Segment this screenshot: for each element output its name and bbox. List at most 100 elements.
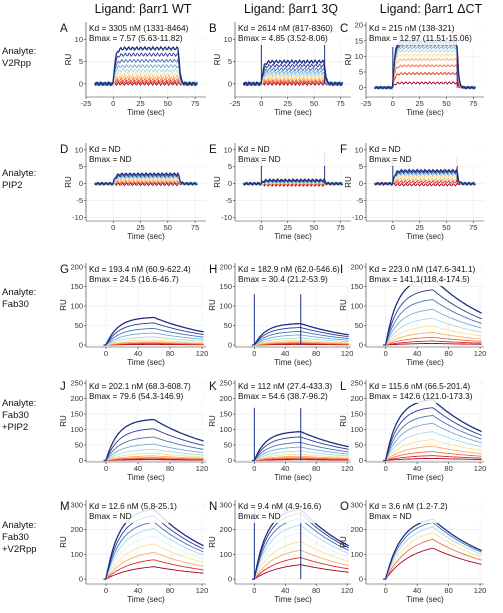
y-tick-label: 5: [359, 162, 363, 171]
panel-a: -25 0 25 50 75 0 5 10 Time (sec) RU A Kd = 3305 nM …: [60, 22, 206, 117]
x-tick-label: 80: [312, 349, 320, 358]
x-tick-label: 80: [312, 586, 320, 595]
x-tick-label: 25: [284, 223, 292, 232]
x-tick-label: 75: [469, 99, 477, 108]
x-tick-label: 120: [474, 586, 487, 595]
x-tick-label: 40: [413, 464, 421, 473]
x-tick-label: 40: [281, 464, 289, 473]
y-tick-label: 150: [70, 282, 83, 291]
x-tick-label: 50: [310, 223, 318, 232]
annotation-text: Kd = 115.6 nM (66.5-201.4): [369, 381, 470, 391]
annotation-text: Kd = 9.4 nM (4.9-16.6): [238, 501, 321, 511]
y-tick-label: 0: [359, 575, 363, 584]
x-tick-label: 80: [166, 464, 174, 473]
annotation-box: [87, 23, 203, 45]
series-line: [383, 431, 482, 461]
x-tick-label: 40: [281, 349, 289, 358]
y-tick-label: 100: [350, 425, 363, 434]
row-label-line: +V2Rpp: [2, 544, 37, 555]
y-tick-label: 5: [228, 57, 232, 66]
x-tick-label: 120: [341, 586, 354, 595]
x-axis-title: Time (sec): [127, 358, 165, 367]
y-tick-label: 100: [350, 550, 363, 559]
y-tick-label: 10: [224, 145, 232, 154]
y-axis-title: RU: [59, 536, 68, 548]
series-line: [103, 316, 204, 346]
series-line: [103, 322, 204, 346]
x-tick-label: -25: [81, 99, 92, 108]
x-tick-label: 80: [166, 586, 174, 595]
x-tick-label: 0: [104, 349, 108, 358]
y-tick-label: 100: [219, 550, 232, 559]
y-tick-label: 150: [219, 410, 232, 419]
panel-letter: L: [340, 381, 347, 393]
y-tick-label: 0: [228, 79, 232, 88]
row-label-line: Analyte:: [2, 168, 37, 179]
x-axis-title: Time (sec): [274, 595, 312, 604]
y-tick-label: 150: [350, 282, 363, 291]
y-tick-label: 150: [219, 282, 232, 291]
y-tick-label: 0: [228, 456, 232, 465]
series-line: [103, 459, 204, 461]
x-tick-label: 40: [134, 349, 142, 358]
panel-letter: D: [60, 144, 68, 156]
panel-d: 0 25 50 75 -10 -5 0 5 10 Time (sec) RU D Kd = NDBmax…: [60, 143, 206, 241]
annotation-text: Bmax = 12.97 (11.51-15.06): [369, 33, 472, 43]
series-line: [103, 448, 204, 461]
x-tick-label: 50: [164, 223, 172, 232]
series-line: [242, 58, 344, 87]
x-tick-label: 80: [444, 586, 452, 595]
y-tick-label: -10: [352, 213, 363, 222]
y-tick-label: 200: [350, 262, 363, 271]
x-tick-label: 75: [191, 223, 199, 232]
x-tick-label: 80: [444, 464, 452, 473]
y-tick-label: 50: [355, 321, 363, 330]
x-tick-label: 75: [336, 99, 344, 108]
y-tick-label: 50: [355, 440, 363, 449]
y-tick-label: 50: [75, 321, 83, 330]
x-tick-label: -25: [230, 99, 241, 108]
x-tick-label: 25: [284, 99, 292, 108]
series-line: [383, 532, 482, 580]
y-tick-label: 50: [224, 321, 232, 330]
annotation-text: Kd = 215 nM (138-321): [369, 23, 455, 33]
x-axis-title: Time (sec): [406, 595, 444, 604]
y-axis-title: RU: [339, 415, 348, 427]
x-tick-label: 40: [134, 586, 142, 595]
series-line: [103, 327, 204, 346]
annotation-text: Bmax = ND: [238, 154, 281, 164]
series-line: [383, 439, 482, 461]
y-tick-label: 100: [350, 301, 363, 310]
x-axis-title: Time (sec): [274, 473, 312, 482]
series-line: [243, 63, 344, 87]
series-line: [103, 418, 204, 462]
series-line: [383, 422, 482, 461]
y-tick-label: 200: [350, 394, 363, 403]
x-axis-title: Time (sec): [406, 473, 444, 482]
x-tick-label: 0: [252, 464, 256, 473]
row-label-line: Analyte:: [2, 520, 37, 531]
series-line: [103, 566, 204, 580]
x-tick-label: 120: [341, 349, 354, 358]
annotation-box: [367, 23, 481, 45]
y-tick-label: 100: [70, 550, 83, 559]
annotation-text: Bmax = 7.57 (5.63-11.82): [89, 33, 183, 43]
x-axis-title: Time (sec): [127, 108, 165, 117]
row-label-line: Fab30: [2, 410, 29, 421]
y-tick-label: 300: [350, 500, 363, 509]
series-line: [103, 535, 204, 580]
annotation-box: [367, 144, 481, 166]
y-axis-title: RU: [339, 299, 348, 311]
x-tick-label: 0: [252, 349, 256, 358]
x-tick-label: 0: [259, 223, 263, 232]
x-tick-label: 0: [111, 223, 115, 232]
row-label-fab30-pip2: Analyte: Fab30 +PIP2: [2, 398, 48, 434]
y-tick-label: 0: [228, 179, 232, 188]
y-tick-label: 300: [70, 500, 83, 509]
series-line: [383, 325, 482, 346]
x-tick-label: 50: [442, 223, 450, 232]
row-label-v2rpp: Analyte: V2Rpp: [2, 46, 48, 70]
y-tick-label: 5: [359, 68, 363, 77]
series-line: [103, 455, 204, 461]
